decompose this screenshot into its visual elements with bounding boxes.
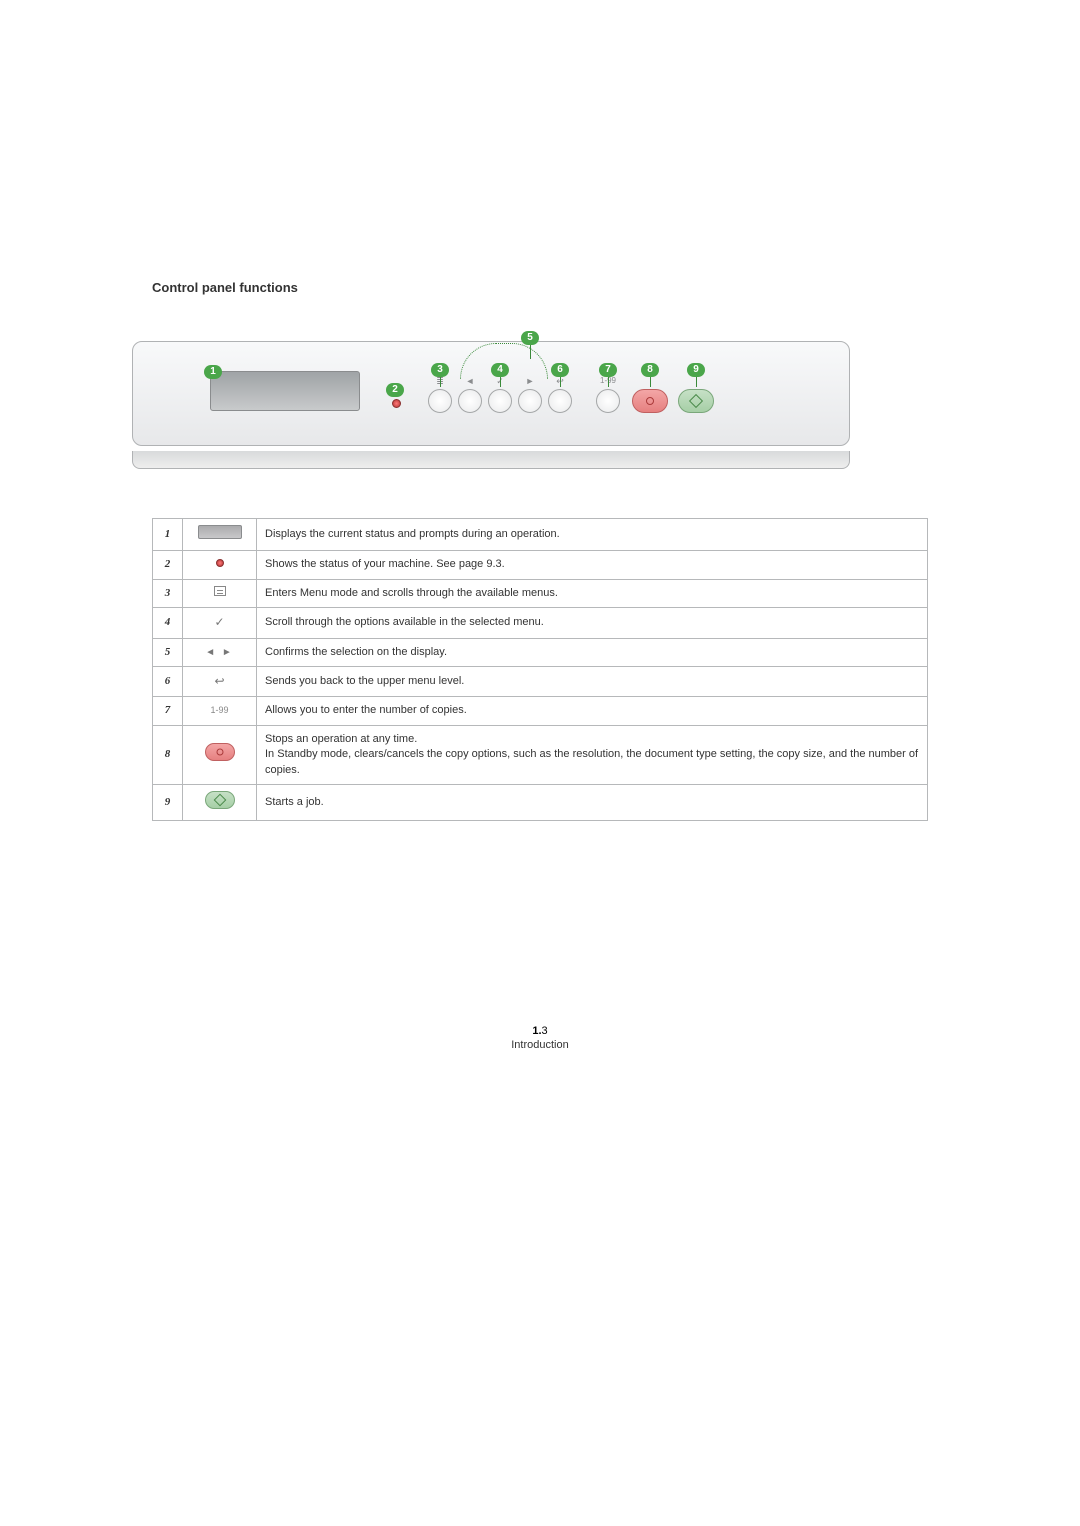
- row-desc: Scroll through the options available in …: [257, 608, 928, 638]
- copies-icon: 1-99: [210, 704, 228, 717]
- row-desc: Shows the status of your machine. See pa…: [257, 551, 928, 579]
- page-chapter: 1.: [532, 1025, 541, 1037]
- page-footer: 1.3 Introduction: [152, 1025, 928, 1051]
- left-button: [458, 389, 482, 413]
- back-button: [548, 389, 572, 413]
- table-row: 1 Displays the current status and prompt…: [153, 519, 928, 551]
- stop-button: [632, 389, 668, 413]
- table-row: 4 ✓ Scroll through the options available…: [153, 608, 928, 638]
- check-icon: ✓: [214, 614, 224, 631]
- callout-line: [560, 377, 561, 387]
- right-button: [518, 389, 542, 413]
- page-content: Control panel functions ≣ ◄ ✓ ► ↩ 1-99 1: [152, 280, 928, 821]
- row-icon-cell: [183, 519, 257, 551]
- row-icon-cell: [183, 551, 257, 579]
- page-num-value: 3: [542, 1025, 548, 1037]
- callout-6: 6: [551, 363, 569, 377]
- menu-button: [428, 389, 452, 413]
- row-icon-cell: [183, 579, 257, 607]
- lcd-icon: [198, 525, 242, 539]
- row-desc: Starts a job.: [257, 784, 928, 820]
- row-desc: Sends you back to the upper menu level.: [257, 666, 928, 696]
- row-desc: Enters Menu mode and scrolls through the…: [257, 579, 928, 607]
- callout-7: 7: [599, 363, 617, 377]
- row-icon-cell: ◄ ►: [183, 638, 257, 666]
- callout-3: 3: [431, 363, 449, 377]
- row-num: 1: [153, 519, 183, 551]
- functions-table: 1 Displays the current status and prompt…: [152, 518, 928, 821]
- table-row: 3 Enters Menu mode and scrolls through t…: [153, 579, 928, 607]
- table-row: 9 Starts a job.: [153, 784, 928, 820]
- row-desc: Stops an operation at any time. In Stand…: [257, 725, 928, 784]
- row-desc: Confirms the selection on the display.: [257, 638, 928, 666]
- start-icon: [205, 791, 235, 809]
- callout-line: [440, 377, 441, 387]
- panel-base: [132, 451, 850, 469]
- row-icon-cell: ✓: [183, 608, 257, 638]
- row-num: 7: [153, 697, 183, 725]
- row-icon-cell: ↩: [183, 666, 257, 696]
- section-title: Control panel functions: [152, 280, 928, 295]
- callout-line: [530, 345, 531, 359]
- stop-icon: [205, 743, 235, 761]
- callout-9: 9: [687, 363, 705, 377]
- row-num: 2: [153, 551, 183, 579]
- table-row: 8 Stops an operation at any time. In Sta…: [153, 725, 928, 784]
- table-row: 6 ↩ Sends you back to the upper menu lev…: [153, 666, 928, 696]
- callout-5: 5: [521, 331, 539, 345]
- control-panel-illustration: ≣ ◄ ✓ ► ↩ 1-99 1 2 3 4 5 6 7 8 9: [132, 313, 850, 488]
- callout-line: [500, 377, 501, 387]
- row-icon-cell: [183, 725, 257, 784]
- table-row: 5 ◄ ► Confirms the selection on the disp…: [153, 638, 928, 666]
- menu-icon: [214, 586, 226, 596]
- row-num: 4: [153, 608, 183, 638]
- callout-1: 1: [204, 365, 222, 379]
- copies-button: [596, 389, 620, 413]
- ok-button: [488, 389, 512, 413]
- row-num: 8: [153, 725, 183, 784]
- row-num: 9: [153, 784, 183, 820]
- table-row: 2 Shows the status of your machine. See …: [153, 551, 928, 579]
- callout-line: [650, 377, 651, 387]
- table-row: 7 1-99 Allows you to enter the number of…: [153, 697, 928, 725]
- row-num: 5: [153, 638, 183, 666]
- section-name: Introduction: [152, 1039, 928, 1051]
- row-num: 6: [153, 666, 183, 696]
- callout-line: [696, 377, 697, 387]
- callout-2: 2: [386, 383, 404, 397]
- lcd-display: [210, 371, 360, 411]
- callout-8: 8: [641, 363, 659, 377]
- callout-4: 4: [491, 363, 509, 377]
- callout-line: [608, 377, 609, 387]
- page-number: 1.3: [152, 1025, 928, 1037]
- row-icon-cell: 1-99: [183, 697, 257, 725]
- row-desc: Allows you to enter the number of copies…: [257, 697, 928, 725]
- status-led: [392, 399, 401, 408]
- back-icon: ↩: [214, 673, 224, 690]
- row-num: 3: [153, 579, 183, 607]
- start-button: [678, 389, 714, 413]
- row-desc: Displays the current status and prompts …: [257, 519, 928, 551]
- arrows-icon: ◄ ►: [205, 646, 234, 660]
- row-icon-cell: [183, 784, 257, 820]
- led-icon: [216, 559, 224, 567]
